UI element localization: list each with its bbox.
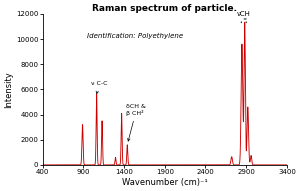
Title: Raman spectrum of particle.: Raman spectrum of particle.: [92, 4, 237, 13]
Text: Identification: Polyethylene: Identification: Polyethylene: [87, 33, 183, 39]
Text: δCH &
β CH²: δCH & β CH²: [127, 104, 146, 141]
Y-axis label: Intensity: Intensity: [4, 71, 13, 108]
Text: νCH: νCH: [237, 11, 251, 17]
Text: ν C-C: ν C-C: [91, 81, 107, 94]
X-axis label: Wavenumber (cm)⁻¹: Wavenumber (cm)⁻¹: [122, 178, 208, 187]
